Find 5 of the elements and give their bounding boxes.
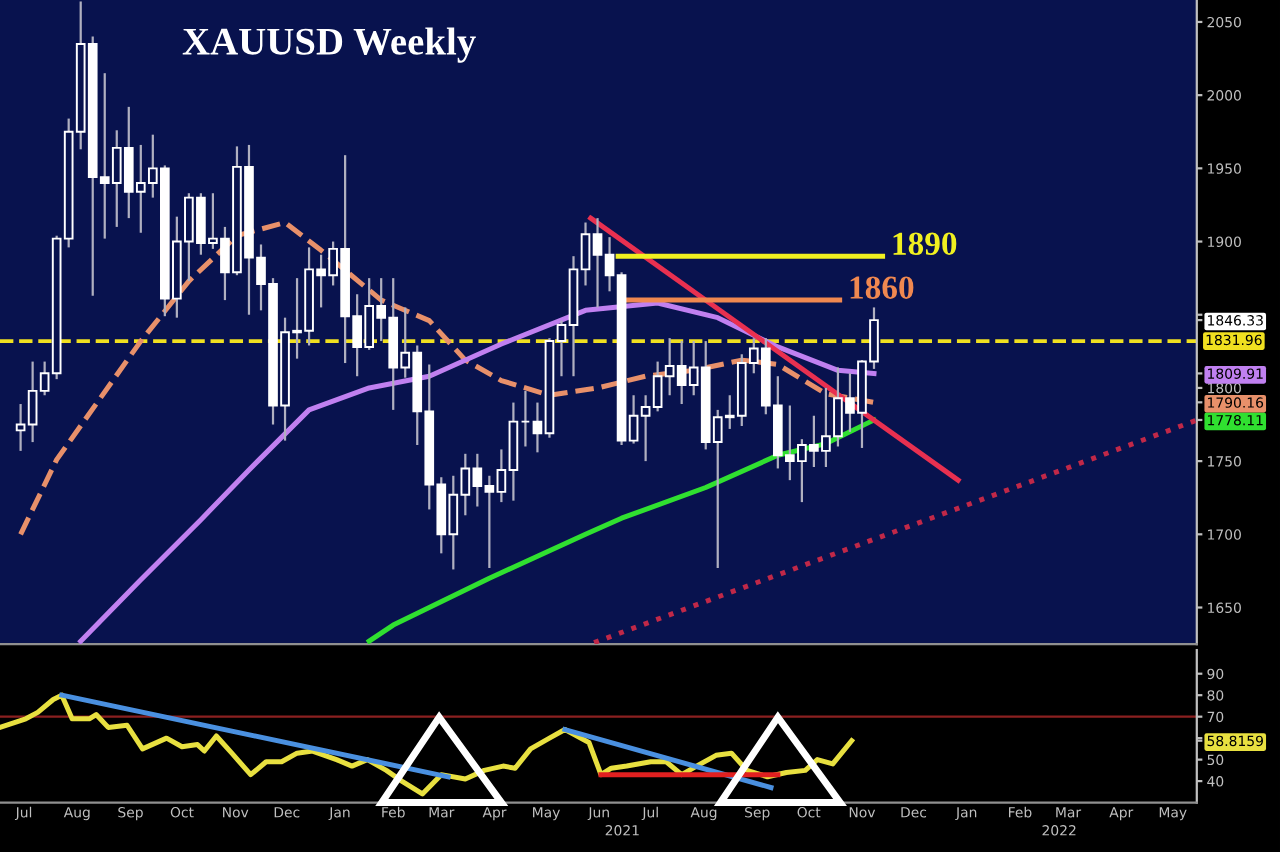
text: XAUUSD Weekly — [182, 27, 476, 63]
series-label: 1890 — [893, 232, 957, 255]
line-series — [78, 300, 877, 644]
series-label: 1860 — [850, 276, 914, 299]
line-series — [366, 417, 877, 644]
